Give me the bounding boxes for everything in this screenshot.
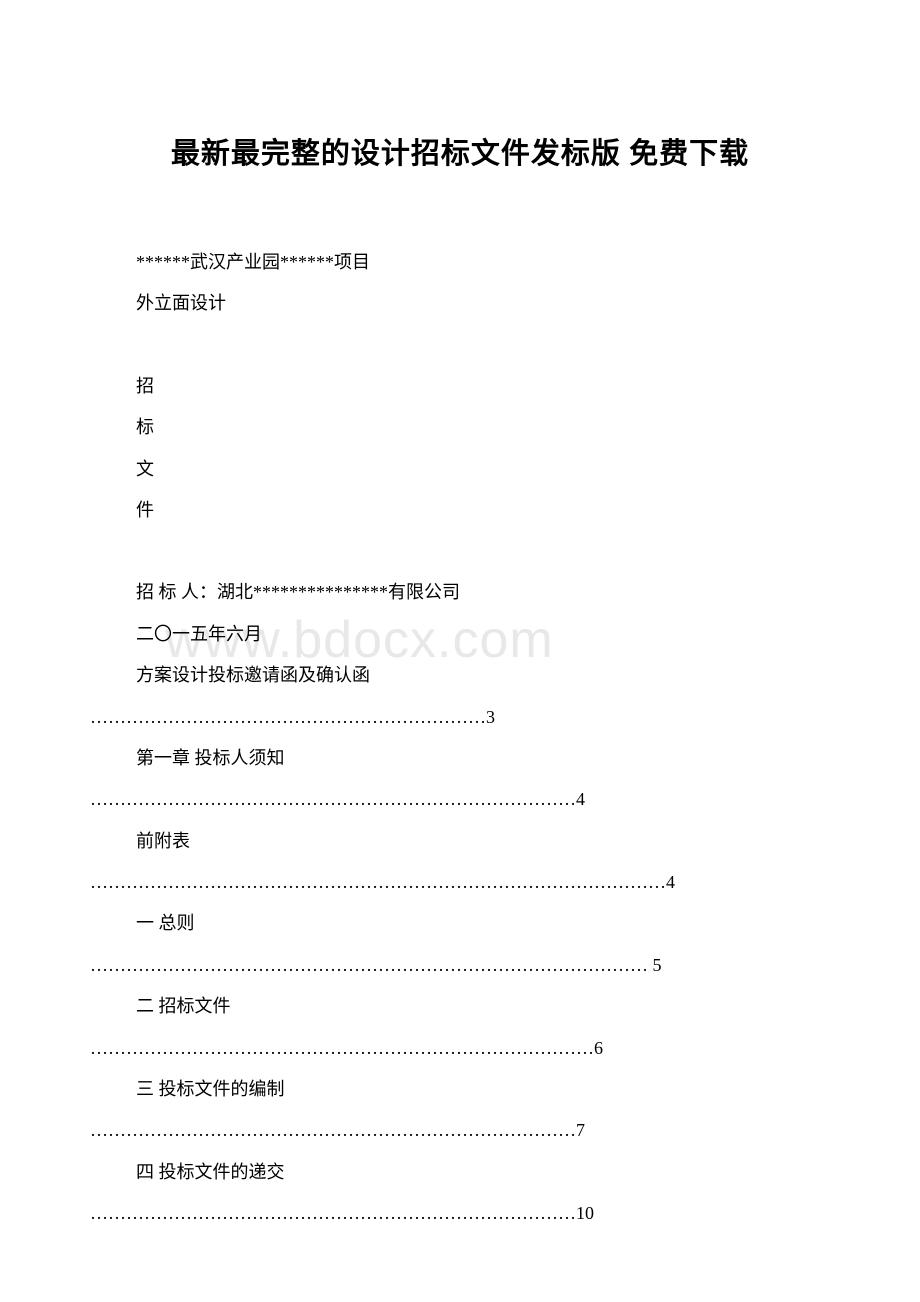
toc-item-label: 方案设计投标邀请函及确认函 — [136, 655, 830, 696]
document-body: 最新最完整的设计招标文件发标版 免费下载 ******武汉产业园******项目… — [90, 130, 830, 1235]
document-content: ******武汉产业园******项目 外立面设计 招 标 文 件 招 标 人：… — [90, 242, 830, 1235]
vertical-char-2: 标 — [136, 407, 830, 448]
subtitle-line: 外立面设计 — [136, 283, 830, 324]
document-title: 最新最完整的设计招标文件发标版 免费下载 — [90, 130, 830, 172]
toc-item-leader: …………………………………………………………………………6 — [90, 1028, 830, 1069]
vertical-char-4: 件 — [136, 490, 830, 531]
date-line: 二〇一五年六月 — [136, 614, 830, 655]
toc-item-leader: ………………………………………………………………………………… 5 — [90, 945, 830, 986]
toc-item-leader: ………………………………………………………………………4 — [90, 779, 830, 820]
toc-item-leader: ………………………………………………………………………10 — [90, 1193, 830, 1234]
toc-item-label: 一 总则 — [136, 903, 830, 944]
toc-item-label: 四 投标文件的递交 — [136, 1152, 830, 1193]
toc-item-leader: ………………………………………………………………………7 — [90, 1110, 830, 1151]
toc-item-label: 前附表 — [136, 821, 830, 862]
vertical-char-3: 文 — [136, 449, 830, 490]
bidder-line: 招 标 人：湖北***************有限公司 — [136, 572, 830, 613]
project-line: ******武汉产业园******项目 — [136, 242, 830, 283]
toc-item-leader: ……………………………………………………………………………………4 — [90, 862, 830, 903]
toc-item-label: 三 投标文件的编制 — [136, 1069, 830, 1110]
vertical-char-1: 招 — [136, 366, 830, 407]
blank-line — [90, 325, 830, 366]
toc-item-label: 第一章 投标人须知 — [136, 738, 830, 779]
toc-item-label: 二 招标文件 — [136, 986, 830, 1027]
toc-item-leader: …………………………………………………………3 — [90, 697, 830, 738]
blank-line — [90, 531, 830, 572]
